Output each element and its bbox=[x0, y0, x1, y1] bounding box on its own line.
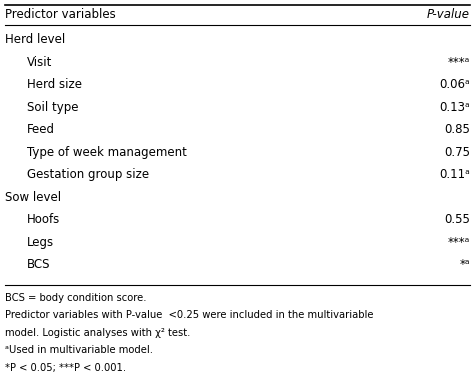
Text: Gestation group size: Gestation group size bbox=[27, 169, 149, 181]
Text: Herd size: Herd size bbox=[27, 78, 82, 91]
Text: *P < 0.05; ***P < 0.001.: *P < 0.05; ***P < 0.001. bbox=[5, 363, 126, 373]
Text: Type of week management: Type of week management bbox=[27, 146, 187, 159]
Text: model. Logistic analyses with χ² test.: model. Logistic analyses with χ² test. bbox=[5, 328, 191, 338]
Text: Predictor variables with P-value  <0.25 were included in the multivariable: Predictor variables with P-value <0.25 w… bbox=[5, 310, 374, 320]
Text: Sow level: Sow level bbox=[5, 191, 61, 204]
Text: BCS: BCS bbox=[27, 259, 51, 271]
Text: 0.13ᵃ: 0.13ᵃ bbox=[439, 101, 470, 114]
Text: 0.11ᵃ: 0.11ᵃ bbox=[439, 169, 470, 181]
Text: ***ᵃ: ***ᵃ bbox=[448, 236, 470, 249]
Text: Visit: Visit bbox=[27, 56, 52, 69]
Text: 0.85: 0.85 bbox=[444, 124, 470, 137]
Text: P-value: P-value bbox=[427, 8, 470, 21]
Text: Soil type: Soil type bbox=[27, 101, 79, 114]
Text: Predictor variables: Predictor variables bbox=[5, 8, 116, 21]
Text: *ᵃ: *ᵃ bbox=[459, 259, 470, 271]
Text: ***ᵃ: ***ᵃ bbox=[448, 56, 470, 69]
Text: Herd level: Herd level bbox=[5, 34, 65, 46]
Text: ᵃUsed in multivariable model.: ᵃUsed in multivariable model. bbox=[5, 345, 153, 356]
Text: Legs: Legs bbox=[27, 236, 54, 249]
Text: BCS = body condition score.: BCS = body condition score. bbox=[5, 293, 146, 303]
Text: 0.75: 0.75 bbox=[444, 146, 470, 159]
Text: Feed: Feed bbox=[27, 124, 55, 137]
Text: 0.55: 0.55 bbox=[444, 213, 470, 227]
Text: Hoofs: Hoofs bbox=[27, 213, 60, 227]
Text: 0.06ᵃ: 0.06ᵃ bbox=[439, 78, 470, 91]
